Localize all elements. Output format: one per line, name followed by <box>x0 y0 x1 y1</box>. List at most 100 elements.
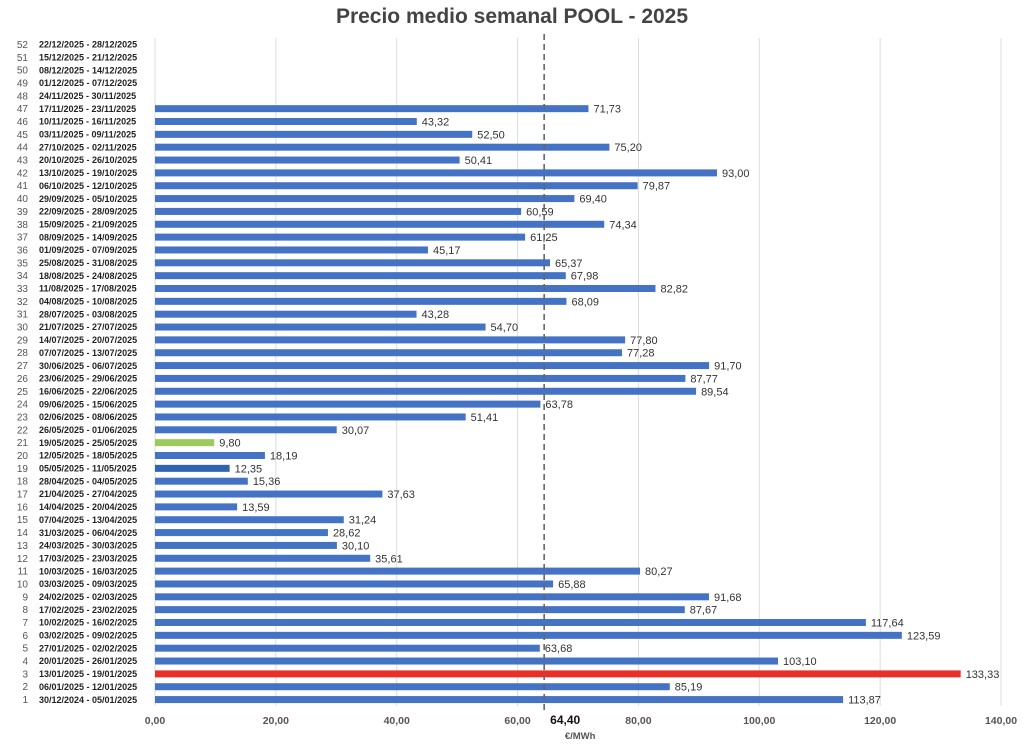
bar <box>155 657 779 665</box>
week-number: 14 <box>17 528 29 539</box>
bar <box>155 285 656 292</box>
bar <box>155 452 265 459</box>
week-range-label: 01/12/2025 - 07/12/2025 <box>39 78 137 88</box>
week-number: 51 <box>17 53 29 64</box>
week-range-label: 08/12/2025 - 14/12/2025 <box>39 65 137 75</box>
bar <box>155 696 844 704</box>
reference-line-group: 64,40 <box>543 34 580 727</box>
bar <box>155 606 685 614</box>
bar <box>155 670 961 678</box>
week-number: 21 <box>17 438 29 449</box>
week-number: 27 <box>17 361 29 372</box>
bar <box>155 220 605 228</box>
bar <box>155 516 344 524</box>
bar <box>155 439 215 447</box>
week-number: 10 <box>17 579 29 590</box>
week-range-label: 27/01/2025 - 02/02/2025 <box>39 643 137 653</box>
week-range-label: 23/06/2025 - 29/06/2025 <box>39 374 137 384</box>
week-number: 4 <box>22 657 28 668</box>
week-number: 35 <box>17 258 29 269</box>
data-label: 75,20 <box>614 142 642 154</box>
week-number: 3 <box>22 669 28 680</box>
data-label: 13,59 <box>242 502 270 514</box>
week-range-label: 03/11/2025 - 09/11/2025 <box>39 130 136 140</box>
week-number: 31 <box>17 310 29 321</box>
x-tick-label: 100,00 <box>743 715 775 727</box>
week-number: 9 <box>22 592 28 603</box>
x-tick-label: 140,00 <box>985 715 1017 727</box>
data-label: 30,10 <box>342 540 370 552</box>
reference-value-label: 64,40 <box>550 713 580 727</box>
data-label: 133,33 <box>966 669 1000 681</box>
data-label: 65,88 <box>558 579 586 591</box>
week-number: 37 <box>17 233 29 244</box>
week-number: 39 <box>17 207 29 218</box>
bar <box>155 156 460 164</box>
week-range-label: 16/06/2025 - 22/06/2025 <box>39 386 137 396</box>
week-range-label: 15/09/2025 - 21/09/2025 <box>39 219 137 229</box>
week-range-label: 28/04/2025 - 04/05/2025 <box>39 476 137 486</box>
data-label: 103,10 <box>783 656 817 668</box>
x-tick-label: 60,00 <box>504 715 530 727</box>
data-label: 12,35 <box>235 463 263 475</box>
data-label: 43,28 <box>422 309 450 321</box>
bar <box>155 105 589 113</box>
bar <box>155 400 541 408</box>
week-number: 46 <box>17 117 29 128</box>
week-range-label: 10/02/2025 - 16/02/2025 <box>39 618 137 628</box>
week-number: 41 <box>17 181 29 192</box>
data-label: 54,70 <box>491 322 519 334</box>
week-number: 26 <box>17 374 29 385</box>
week-number: 7 <box>22 618 28 629</box>
bar <box>155 246 428 254</box>
bar <box>155 554 371 562</box>
x-tick-label: 80,00 <box>625 715 651 727</box>
x-tick-label: 20,00 <box>263 715 289 727</box>
week-range-label: 07/04/2025 - 13/04/2025 <box>39 515 137 525</box>
x-tick-label: 120,00 <box>864 715 896 727</box>
week-range-label: 20/01/2025 - 26/01/2025 <box>39 656 137 666</box>
week-number: 17 <box>17 490 29 501</box>
bar <box>155 503 238 511</box>
week-range-label: 06/10/2025 - 12/10/2025 <box>39 181 137 191</box>
week-number: 34 <box>17 271 29 282</box>
data-label: 71,73 <box>593 104 621 116</box>
week-number: 47 <box>17 104 29 115</box>
week-number: 45 <box>17 130 29 141</box>
bar <box>155 541 337 549</box>
bar <box>155 387 697 395</box>
week-number: 19 <box>17 464 29 475</box>
week-range-label: 29/09/2025 - 05/10/2025 <box>39 194 137 204</box>
bar <box>155 169 717 177</box>
data-label: 43,32 <box>422 117 450 129</box>
week-number: 52 <box>17 40 29 51</box>
week-number: 50 <box>17 66 29 77</box>
bar <box>155 593 710 601</box>
bar <box>155 323 486 331</box>
bar <box>155 182 638 190</box>
data-label: 117,64 <box>871 618 904 630</box>
week-number: 38 <box>17 220 29 231</box>
week-range-label: 31/03/2025 - 06/04/2025 <box>39 528 137 538</box>
week-range-label: 17/02/2025 - 23/02/2025 <box>39 605 137 615</box>
data-label: 79,87 <box>643 181 671 193</box>
data-label: 113,87 <box>848 695 881 707</box>
bar <box>155 118 417 125</box>
week-range-label: 04/08/2025 - 10/08/2025 <box>39 297 137 307</box>
week-number: 12 <box>17 554 29 565</box>
data-label: 85,19 <box>675 682 703 694</box>
bar <box>155 143 610 151</box>
week-range-label: 30/12/2024 - 05/01/2025 <box>39 695 137 705</box>
week-number: 24 <box>17 400 29 411</box>
data-label: 30,07 <box>342 425 370 437</box>
data-label: 50,41 <box>465 155 493 167</box>
bar <box>155 644 540 652</box>
data-label: 77,28 <box>627 348 655 360</box>
week-number: 8 <box>22 605 28 616</box>
data-label: 91,68 <box>714 592 742 604</box>
bar <box>155 207 522 215</box>
chart-title: Precio medio semanal POOL - 2025 <box>335 5 689 28</box>
week-range-label: 21/04/2025 - 27/04/2025 <box>39 489 137 499</box>
data-label: 80,27 <box>645 566 673 578</box>
